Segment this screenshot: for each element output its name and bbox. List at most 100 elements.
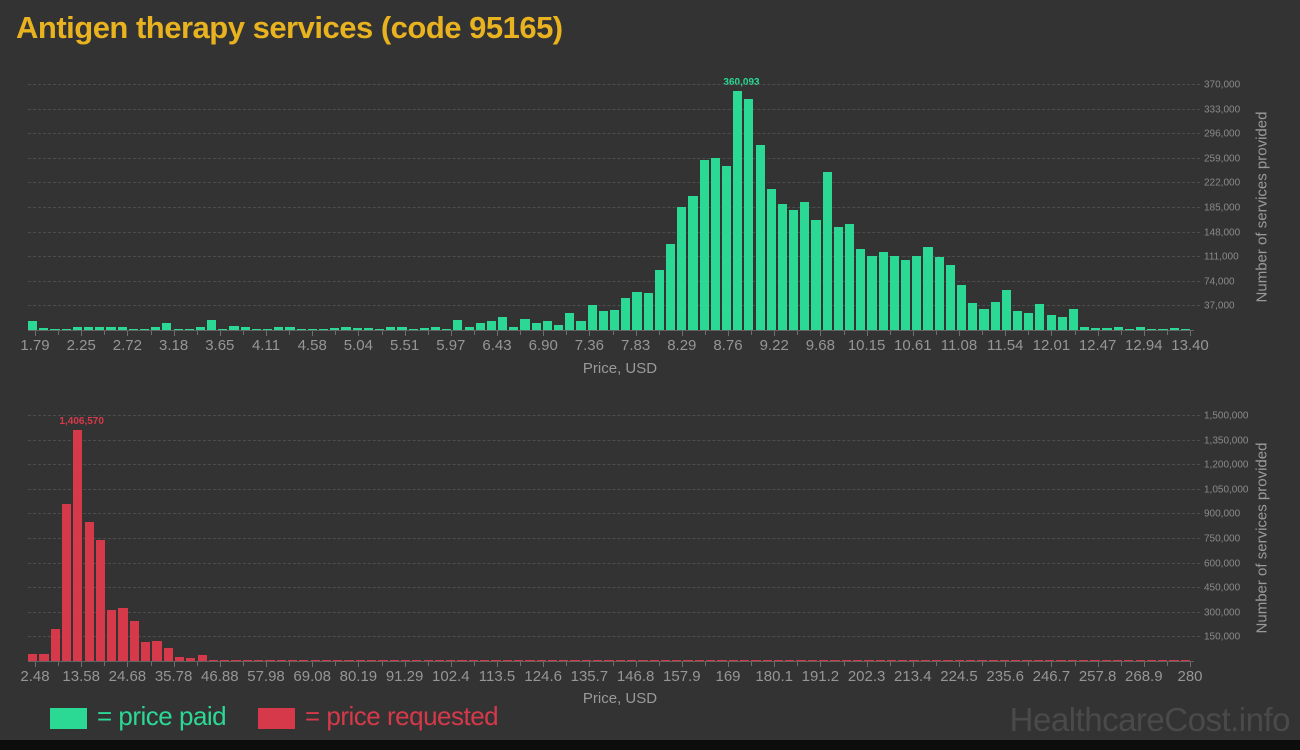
x-axis-tick (681, 331, 683, 336)
bar (766, 189, 776, 330)
bar (151, 327, 161, 330)
x-axis-tick (589, 331, 591, 336)
gridline (28, 305, 1200, 307)
bar (352, 328, 362, 330)
bar (728, 660, 738, 661)
y-tick-label: 148,000 (1204, 227, 1241, 239)
bar (565, 313, 575, 330)
bar (464, 327, 474, 330)
bar (242, 660, 252, 661)
x-axis-minor-tick (58, 662, 60, 666)
bar (263, 329, 273, 330)
bar (39, 654, 49, 661)
price-requested-swatch-icon (258, 708, 295, 729)
x-tick-label: 2.48 (20, 668, 50, 685)
x-tick-label: 69.08 (293, 668, 331, 685)
bar (699, 160, 709, 330)
bar (717, 660, 727, 661)
x-axis-line (28, 661, 1194, 662)
bar (1001, 290, 1011, 330)
price-requested-legend-label: = price requested (305, 701, 499, 731)
bar (576, 321, 586, 330)
x-axis-tick (312, 662, 314, 667)
gridline (28, 611, 1200, 613)
x-axis-tick (959, 662, 960, 667)
bar (660, 660, 671, 661)
bar (688, 196, 698, 330)
bar (240, 327, 250, 330)
x-tick-label: 1.79 (20, 337, 50, 354)
bar (152, 641, 162, 661)
x-tick-label: 157.9 (663, 668, 701, 685)
bar (118, 608, 128, 661)
x-axis-minor-tick (427, 331, 429, 335)
bar (299, 660, 309, 661)
x-axis-minor-tick (150, 331, 152, 335)
x-axis-minor-tick (843, 331, 845, 335)
bar (654, 270, 664, 330)
x-tick-label: 5.04 (343, 337, 373, 354)
bar (28, 654, 38, 661)
bar (864, 660, 874, 661)
x-tick-label: 5.97 (436, 337, 466, 354)
y-tick-label: 1,050,000 (1204, 484, 1249, 496)
gridline (28, 488, 1200, 490)
bar (84, 522, 94, 661)
bar (1112, 660, 1123, 661)
bar (990, 302, 1000, 330)
x-tick-label: 7.36 (574, 337, 604, 354)
x-tick-label: 46.88 (201, 668, 239, 685)
x-tick-label: 202.3 (847, 668, 886, 685)
bar (73, 430, 83, 661)
x-axis-minor-tick (1074, 331, 1076, 335)
x-axis-tick (358, 331, 360, 336)
bar (988, 660, 998, 661)
bar (977, 660, 987, 661)
gridline (28, 464, 1200, 466)
bar (129, 621, 139, 661)
x-tick-label: 11.08 (940, 337, 978, 354)
bar (1113, 327, 1123, 330)
x-axis-minor-tick (566, 331, 568, 335)
gridline (28, 636, 1200, 638)
x-axis-minor-tick (1028, 331, 1030, 335)
gridline (28, 415, 1200, 416)
bar (307, 329, 317, 330)
bar (374, 329, 385, 330)
x-axis-tick (173, 662, 175, 667)
bar (319, 329, 329, 330)
x-axis-tick (912, 331, 914, 336)
bar (423, 660, 433, 661)
gridline (28, 231, 1200, 233)
bar (220, 660, 230, 661)
y-tick-label: 370,000 (1204, 79, 1241, 91)
bar (1057, 317, 1067, 330)
bar (139, 329, 150, 330)
bar (886, 660, 897, 661)
bar (397, 327, 407, 330)
bar (95, 327, 105, 330)
bar (610, 310, 620, 330)
bar (1169, 660, 1179, 661)
x-axis-tick (35, 662, 36, 667)
gridline (28, 562, 1200, 564)
gridline (28, 513, 1200, 515)
bar (1147, 329, 1157, 330)
bar (310, 660, 320, 661)
x-tick-label: 4.58 (297, 337, 327, 354)
x-axis-tick (681, 662, 683, 667)
bar (218, 329, 228, 330)
bar (453, 320, 463, 330)
x-tick-label: 9.22 (759, 337, 789, 354)
x-axis-minor-tick (473, 331, 475, 335)
bar (841, 660, 851, 661)
bar (570, 660, 580, 661)
y-tick-label: 600,000 (1204, 558, 1241, 570)
y-tick-label: 150,000 (1204, 631, 1241, 643)
x-axis-tick (173, 331, 175, 336)
x-axis-minor-tick (335, 331, 337, 335)
bar (762, 660, 772, 661)
